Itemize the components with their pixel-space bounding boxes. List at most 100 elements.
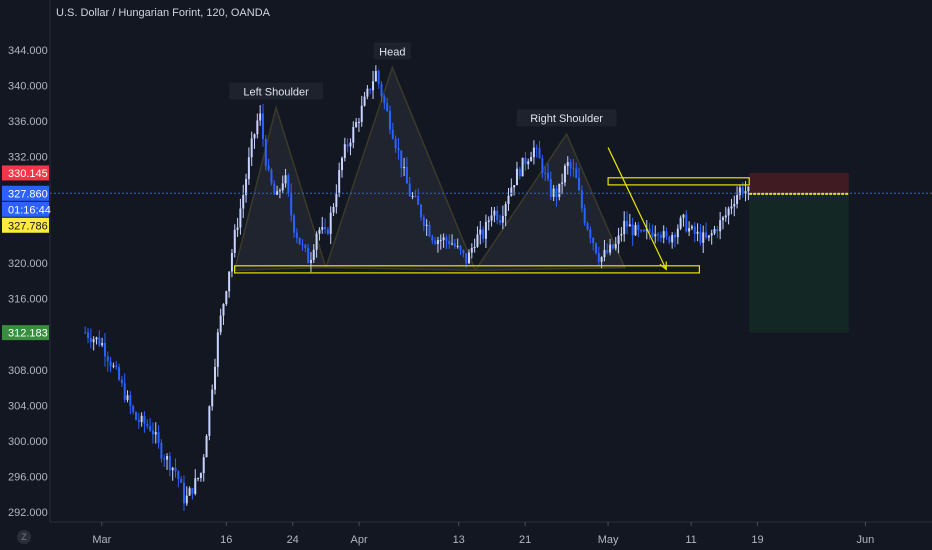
- candle-body: [321, 227, 324, 230]
- candle-body: [349, 142, 352, 147]
- candle-body: [216, 332, 219, 367]
- candle-body: [496, 210, 499, 221]
- candle-body: [569, 162, 572, 168]
- candle-body: [146, 423, 149, 426]
- candle-body: [174, 467, 177, 472]
- candle-body: [730, 206, 733, 209]
- candle-body: [98, 337, 101, 346]
- candle-body: [211, 389, 214, 407]
- candle-body: [225, 291, 228, 304]
- candle-body: [451, 243, 454, 245]
- target-badge: 312.183: [8, 328, 48, 340]
- candle-body: [360, 105, 363, 122]
- countdown-badge: 01:16:44: [8, 204, 51, 216]
- candle-body: [747, 186, 750, 192]
- candle-body: [448, 240, 451, 245]
- candle-body: [705, 232, 708, 238]
- candle-body: [185, 495, 188, 504]
- candle-body: [626, 220, 629, 227]
- candle-body: [651, 232, 654, 237]
- candle-body: [493, 210, 496, 216]
- candle-body: [676, 228, 679, 238]
- candle-body: [363, 96, 366, 106]
- candle-body: [123, 383, 126, 400]
- candle-body: [304, 244, 307, 248]
- candle-body: [106, 356, 109, 362]
- candle-body: [530, 157, 533, 162]
- candle-body: [205, 435, 208, 458]
- candle-body: [160, 442, 163, 459]
- current-price-badge: 327.860: [8, 188, 48, 200]
- candle-body: [659, 234, 662, 238]
- candle-body: [476, 234, 479, 247]
- left-shoulder-label-bg: [229, 82, 324, 100]
- candle-body: [439, 239, 442, 241]
- candle-body: [524, 157, 527, 165]
- candle-body: [578, 177, 581, 191]
- candle-body: [247, 157, 250, 180]
- candle-body: [648, 228, 651, 233]
- candle-body: [329, 212, 332, 234]
- candle-body: [716, 228, 719, 232]
- candle-body: [120, 379, 123, 384]
- candle-body: [580, 190, 583, 209]
- candle-body: [372, 81, 375, 91]
- candle-body: [182, 482, 185, 504]
- candle-body: [151, 430, 154, 435]
- candle-body: [236, 227, 239, 230]
- candle-body: [95, 337, 98, 340]
- candle-body: [637, 224, 640, 231]
- candle-body: [600, 257, 603, 262]
- candle-body: [434, 240, 437, 244]
- candle-body: [733, 203, 736, 207]
- arrow-head: [659, 261, 667, 271]
- candle-body: [620, 234, 623, 236]
- candle-body: [631, 224, 634, 236]
- candle-body: [343, 144, 346, 158]
- head-label: Head: [379, 47, 405, 59]
- candle-body: [521, 157, 524, 177]
- candle-body: [628, 224, 631, 227]
- candle-body: [315, 233, 318, 250]
- candle-body: [428, 224, 431, 237]
- candle-body: [504, 204, 507, 217]
- candle-body: [168, 456, 171, 471]
- candle-body: [290, 193, 293, 216]
- candle-body: [532, 147, 535, 158]
- candle-body: [366, 88, 369, 97]
- candle-body: [92, 339, 95, 343]
- candle-body: [214, 366, 217, 390]
- candle-body: [245, 179, 248, 196]
- candle-body: [259, 113, 262, 121]
- candle-body: [499, 220, 502, 223]
- candle-body: [267, 165, 270, 170]
- y-tick-label: 300.000: [8, 436, 48, 448]
- zoom-button[interactable]: Z: [17, 530, 31, 544]
- candle-body: [420, 204, 423, 218]
- candle-body: [391, 129, 394, 139]
- candle-body: [355, 122, 358, 127]
- candle-body: [549, 178, 552, 197]
- x-tick-label: May: [598, 534, 619, 546]
- candle-body: [572, 167, 575, 169]
- candle-body: [298, 237, 301, 245]
- candle-body: [518, 168, 521, 177]
- candle-body: [541, 158, 544, 173]
- candle-body: [589, 229, 592, 239]
- y-tick-label: 336.000: [8, 116, 48, 128]
- candle-body: [202, 457, 205, 474]
- candle-body: [408, 183, 411, 197]
- candle-body: [287, 175, 290, 194]
- candle-body: [484, 221, 487, 239]
- candle-body: [459, 245, 462, 251]
- current-price-badge-bg: [2, 185, 49, 201]
- candle-body: [417, 196, 420, 205]
- y-tick-label: 320.000: [8, 258, 48, 270]
- right-shoulder-triangle: [473, 132, 626, 272]
- candle-body: [394, 138, 397, 149]
- candle-body: [346, 144, 349, 147]
- candle-body: [665, 231, 668, 237]
- candle-body: [278, 190, 281, 192]
- candle-body: [341, 157, 344, 171]
